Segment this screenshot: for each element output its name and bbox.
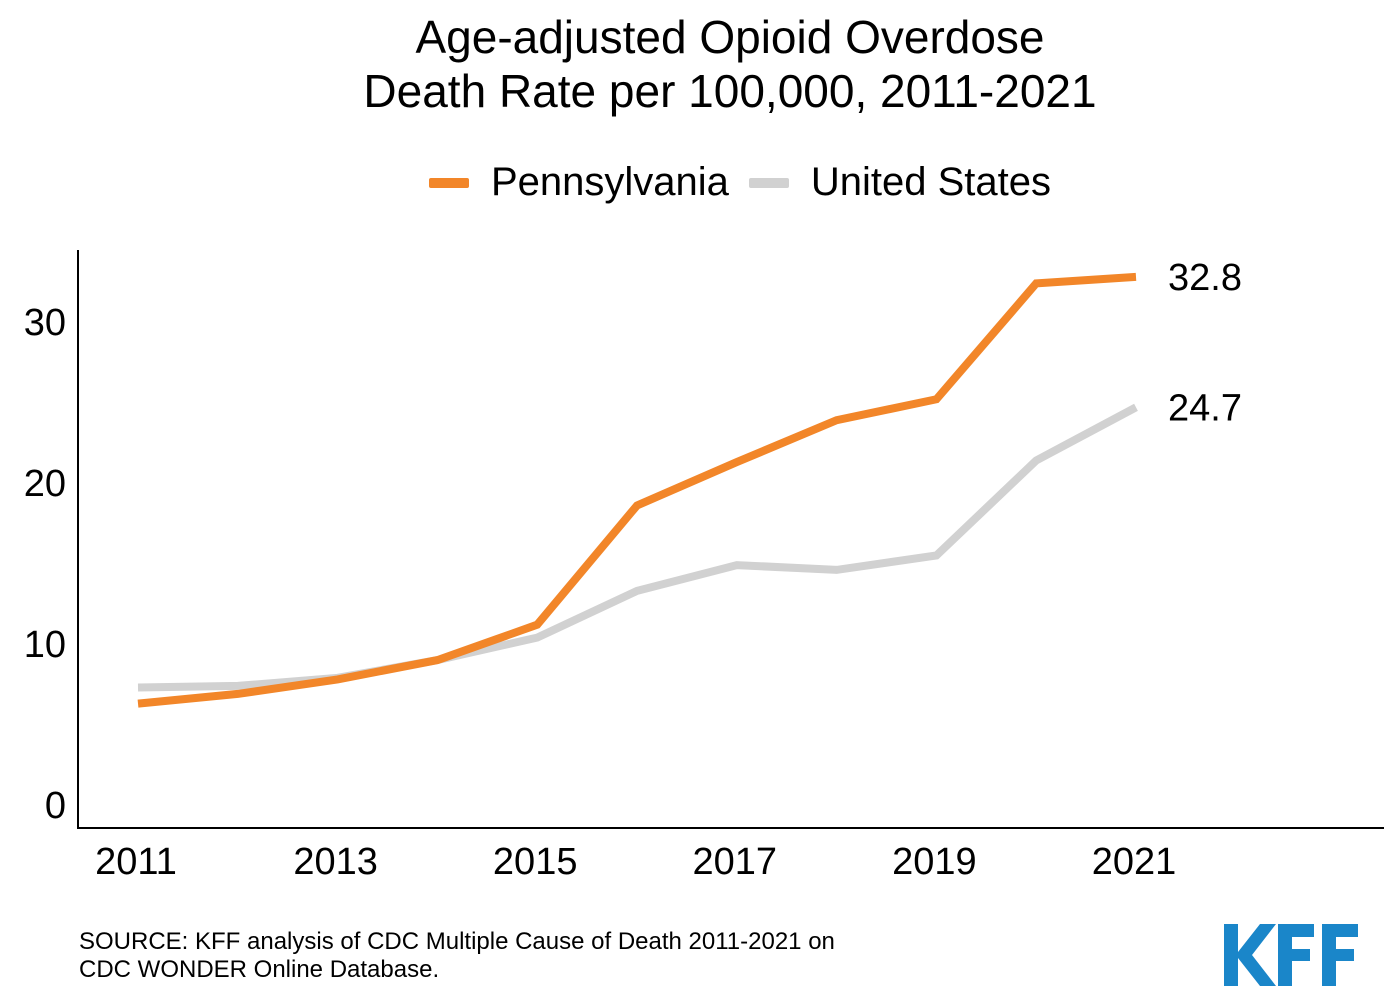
- source-line-2: CDC WONDER Online Database.: [79, 956, 440, 983]
- y-tick-label-30: 30: [24, 302, 66, 344]
- end-label-pennsylvania: 32.8: [1168, 257, 1242, 299]
- series-line-united-states: [137, 403, 1138, 692]
- legend-label-pennsylvania: Pennsylvania: [490, 160, 729, 204]
- x-tick-label-2021: 2021: [1092, 841, 1177, 883]
- legend-swatch-pennsylvania: [428, 177, 469, 188]
- end-label-united-states: 24.7: [1168, 387, 1242, 429]
- x-tick-label-2017: 2017: [693, 841, 778, 883]
- chart-title: Age-adjusted Opioid Overdose Death Rate …: [0, 10, 1400, 118]
- title-line-2: Death Rate per 100,000, 2011-2021: [363, 65, 1097, 117]
- y-tick-label-10: 10: [24, 624, 66, 666]
- legend-item-united-states: United States: [748, 160, 1052, 205]
- x-tick-label-2019: 2019: [892, 841, 977, 883]
- series-line-pennsylvania: [137, 272, 1137, 708]
- y-tick-label-20: 20: [24, 463, 66, 505]
- source-note: SOURCE: KFF analysis of CDC Multiple Cau…: [79, 928, 835, 984]
- title-line-1: Age-adjusted Opioid Overdose: [415, 11, 1045, 63]
- legend: Pennsylvania United States: [0, 160, 1400, 205]
- x-tick-label-2011: 2011: [95, 841, 177, 883]
- legend-item-pennsylvania: Pennsylvania: [428, 160, 729, 205]
- x-tick-label-2013: 2013: [293, 841, 378, 883]
- legend-label-united-states: United States: [810, 160, 1052, 204]
- kff-logo: [1224, 924, 1358, 986]
- legend-swatch-united-states: [748, 177, 789, 188]
- source-line-1: SOURCE: KFF analysis of CDC Multiple Cau…: [79, 928, 835, 955]
- y-tick-label-0: 0: [45, 785, 66, 827]
- x-tick-label-2015: 2015: [493, 841, 578, 883]
